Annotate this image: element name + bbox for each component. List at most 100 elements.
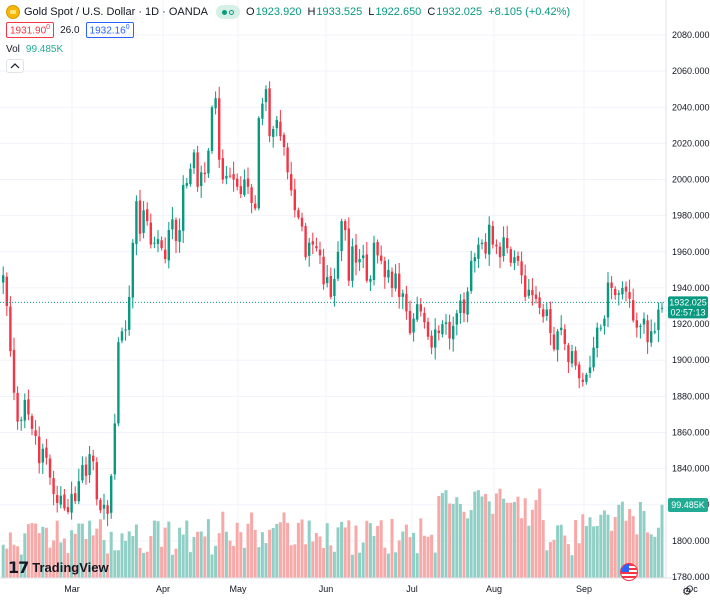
volume-legend[interactable]: Vol 99.485K: [6, 44, 63, 55]
close-label: C: [427, 6, 436, 18]
candle: [254, 195, 257, 211]
candle: [27, 389, 30, 421]
candle: [459, 294, 462, 324]
price-tick-label: 1860.000: [672, 427, 710, 437]
price-tick-label: 2080.000: [672, 30, 710, 40]
volume-bar: [642, 511, 646, 578]
candle: [394, 264, 397, 292]
candle: [243, 169, 246, 197]
volume-bar: [5, 548, 9, 578]
candle: [473, 252, 476, 273]
candle: [135, 195, 138, 256]
candle: [174, 217, 178, 254]
candle: [344, 219, 347, 241]
candle: [264, 85, 268, 112]
sell-button[interactable]: 1931.900: [6, 22, 55, 39]
volume-bar: [217, 533, 221, 578]
candle: [322, 248, 325, 290]
volume-bar: [325, 523, 329, 578]
volume-bar: [232, 545, 236, 578]
volume-bar: [520, 518, 524, 578]
volume-bar: [415, 553, 419, 578]
volume-bar: [660, 504, 664, 578]
volume-bar: [250, 512, 254, 578]
volume-bar: [332, 551, 336, 578]
candle: [167, 221, 170, 269]
candle: [621, 281, 624, 300]
volume-bar: [469, 510, 473, 578]
volume-bar: [408, 537, 412, 578]
volume-bar: [581, 514, 585, 578]
candle: [333, 268, 336, 307]
volume-bar: [390, 518, 394, 578]
volume-bar: [419, 518, 423, 578]
volume-bar: [610, 530, 614, 578]
volume-bar: [19, 554, 23, 578]
candle: [448, 314, 451, 350]
volume-bar: [246, 523, 250, 578]
volume-bar: [376, 525, 380, 578]
us-flag-icon[interactable]: [620, 563, 638, 581]
close-value: 1932.025: [436, 6, 483, 18]
tradingview-wordmark: TradingView: [32, 560, 109, 575]
candle: [92, 449, 95, 471]
volume-bar: [361, 542, 365, 578]
volume-bar: [88, 520, 92, 578]
sell-price: 1931.90: [10, 25, 47, 37]
candle: [9, 296, 12, 357]
volume-bar: [440, 493, 444, 578]
volume-bar: [577, 543, 581, 578]
volume-bar: [422, 535, 426, 578]
volume-bar: [282, 512, 286, 578]
volume-bar: [635, 534, 639, 578]
volume-bar: [494, 493, 498, 578]
volume-bar: [484, 493, 488, 578]
time-tick-label: May: [229, 584, 247, 594]
candle: [81, 456, 84, 484]
collapse-legend-button[interactable]: [6, 59, 24, 73]
time-tick-label: Jun: [319, 584, 334, 594]
candle: [592, 336, 595, 372]
candle: [354, 233, 358, 276]
price-tick-label: 2040.000: [672, 102, 710, 112]
candle: [549, 301, 552, 346]
candle: [452, 316, 455, 352]
candle: [153, 236, 156, 249]
price-tick-label: 2000.000: [672, 175, 710, 185]
volume-bar: [498, 488, 502, 578]
gear-icon[interactable]: ⚙: [682, 586, 692, 598]
tradingview-logo[interactable]: 17 TradingView: [8, 558, 109, 577]
volume-bar: [304, 544, 308, 578]
time-axis[interactable]: Mar Apr May Jun Jul Aug Sep Oc: [64, 584, 698, 594]
candle: [171, 206, 174, 240]
volume-bar: [253, 529, 257, 578]
volume-bar: [444, 490, 448, 578]
symbol-title[interactable]: Gold Spot / U.S. Dollar · 1D · OANDA: [24, 6, 208, 18]
volume-bar: [37, 533, 41, 578]
candle: [527, 279, 530, 299]
volume-bar: [620, 501, 624, 578]
volume-bars: [1, 488, 664, 578]
bar-countdown: 02:57:13: [670, 307, 705, 317]
candle: [567, 343, 570, 374]
price-tick-label: 2060.000: [672, 66, 710, 76]
market-status-icon[interactable]: [216, 5, 240, 19]
time-tick-label: Mar: [64, 584, 80, 594]
high-label: H: [307, 6, 316, 18]
candle: [408, 300, 412, 336]
volume-bar: [203, 536, 207, 578]
candle: [16, 386, 19, 430]
buy-button[interactable]: 1932.160: [85, 22, 134, 39]
candle: [156, 230, 160, 253]
candle: [369, 275, 372, 292]
volume-bar: [347, 520, 351, 578]
volume-bar: [552, 539, 556, 578]
candle: [56, 485, 59, 513]
candle: [470, 250, 473, 294]
candle: [189, 163, 192, 187]
volume-bar: [178, 527, 182, 578]
volume-bar: [314, 533, 318, 578]
volume-bar: [185, 520, 189, 578]
candle: [293, 178, 296, 218]
